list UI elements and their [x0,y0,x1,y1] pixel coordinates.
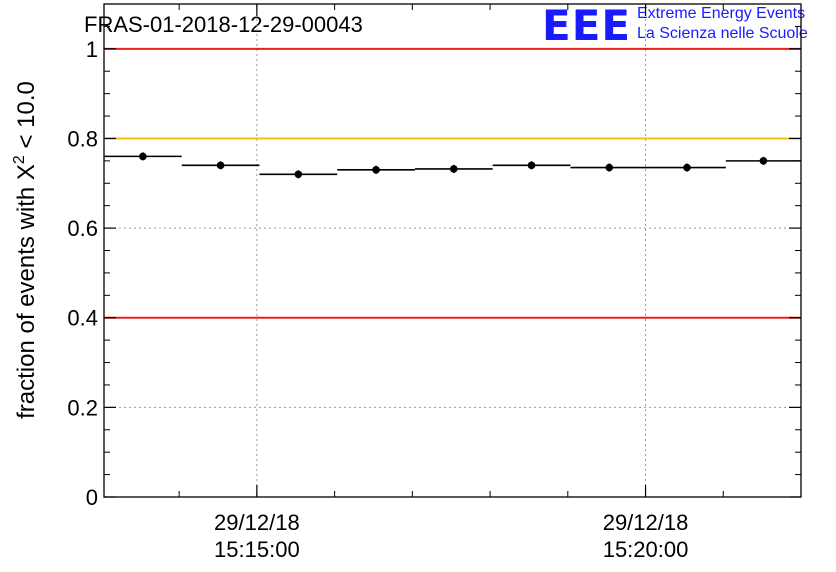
y-axis-title-tail: < 10.0 [13,81,40,155]
data-point-marker [759,157,768,165]
logo-letters: EEE [542,1,631,50]
data-point-marker [449,165,458,173]
y-axis-title: fraction of events with X2 < 10.0 [11,81,40,419]
axis-ticks [104,4,802,498]
x-tick-label-time: 15:15:00 [214,537,300,562]
data-point-marker [372,166,380,174]
y-tick-label: 1 [86,37,98,62]
grid-lines [104,4,801,497]
y-tick-label: 0.2 [67,395,98,420]
y-tick-label: 0 [86,485,98,510]
eee-logo: EEE Extreme Energy Events La Scienza nel… [542,1,808,50]
data-point-marker [216,161,225,170]
data-series [104,152,801,179]
data-point-marker [139,152,147,161]
y-tick-label: 0.6 [67,216,98,241]
y-tick-labels: 0 0.2 0.4 0.6 0.8 1 [67,37,98,510]
data-point-marker [527,161,536,170]
data-point-marker [605,163,614,172]
logo-line-2: La Scienza nelle Scuole [637,25,808,42]
plot-frame [103,3,802,498]
y-axis-title-superscript: 2 [11,155,28,164]
y-tick-label: 0.8 [67,126,98,151]
data-point-marker [683,163,691,172]
chart-title: FRAS-01-2018-12-29-00043 [84,12,363,37]
plot-area: 00.20.40.60.81 29/12/1815:15:0029/12/181… [67,3,802,562]
data-point-marker [294,170,303,179]
logo-line-1: Extreme Energy Events [637,5,805,22]
y-tick-label: 0.4 [67,306,98,331]
x-tick-label-date: 29/12/18 [214,510,300,535]
y-axis-title-main: fraction of events with X [13,164,40,419]
x-tick-label-date: 29/12/18 [603,510,689,535]
x-tick-label-time: 15:20:00 [603,537,689,562]
reference-lines [104,47,801,319]
